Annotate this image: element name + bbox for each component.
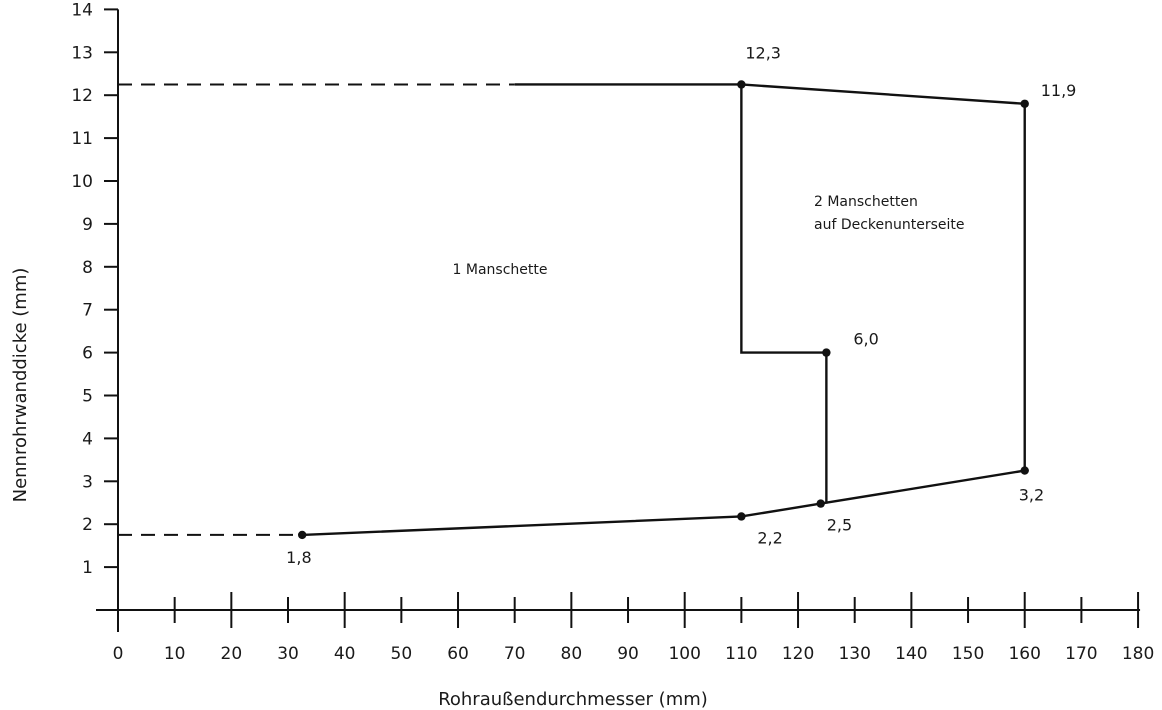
data-point-label: 12,3 [745, 43, 781, 62]
y-tick-label: 14 [71, 0, 93, 20]
data-point-label: 2,5 [827, 516, 852, 535]
boundary-line [302, 83, 1026, 537]
x-tick-label: 110 [725, 644, 757, 664]
data-point-label: 6,0 [853, 330, 878, 349]
data-point-label: 2,2 [757, 528, 782, 547]
y-tick-label: 11 [71, 129, 93, 149]
x-tick-label: 40 [334, 644, 356, 664]
x-axis-title: Rohraußendurchmesser (mm) [438, 689, 708, 710]
data-points: 12,3 11,9 6,0 3,2 2,5 2,2 1,8 [286, 43, 1076, 566]
data-point [1020, 99, 1029, 108]
y-tick-label: 1 [82, 558, 93, 578]
y-tick-label: 7 [82, 301, 93, 321]
data-point-label: 3,2 [1019, 486, 1044, 505]
x-tick-label: 160 [1008, 644, 1040, 664]
y-tick-label: 2 [82, 515, 93, 535]
x-tick-label: 70 [504, 644, 526, 664]
x-tick-label: 50 [391, 644, 413, 664]
x-tick-label: 130 [838, 644, 870, 664]
y-tick-label: 8 [82, 258, 93, 278]
x-tick-label: 0 [113, 644, 124, 664]
y-tick-label: 13 [71, 43, 93, 63]
boundary-line [740, 84, 828, 504]
x-tick-label: 80 [561, 644, 583, 664]
boundary-lines [302, 83, 1026, 537]
data-point [1020, 466, 1029, 475]
data-point [297, 530, 307, 540]
region-label-single: 1 Manschette [453, 262, 548, 278]
x-tick-label: 60 [447, 644, 469, 664]
y-tick-label: 9 [82, 215, 93, 235]
x-tick-label: 90 [617, 644, 639, 664]
x-tick-label: 140 [895, 644, 927, 664]
y-tick-label: 6 [82, 344, 93, 364]
region-label-double-line2: auf Deckenunterseite [814, 217, 965, 233]
data-point [816, 499, 825, 508]
x-tick-label: 120 [782, 644, 814, 664]
x-tick-label: 180 [1122, 644, 1154, 664]
axes [96, 9, 1141, 632]
x-tick-label: 10 [164, 644, 186, 664]
x-tick-label: 170 [1065, 644, 1097, 664]
y-tick-label: 4 [82, 429, 93, 449]
dashed-extensions [118, 83, 515, 536]
x-tick-label: 150 [952, 644, 984, 664]
y-tick-label: 5 [82, 387, 93, 407]
y-axis-title: Nennrohrwanddicke (mm) [10, 268, 31, 503]
region-label-double-line1: 2 Manschetten [814, 194, 918, 210]
x-tick-label: 100 [668, 644, 700, 664]
x-tick-label: 20 [221, 644, 243, 664]
x-axis-ticks: 0 10 20 30 40 50 60 70 80 90 100 110 120 130 140 150 160… [113, 592, 1154, 664]
data-point [822, 348, 831, 357]
y-tick-label: 12 [71, 86, 93, 106]
data-point-label: 11,9 [1041, 81, 1077, 100]
y-tick-label: 10 [71, 172, 93, 192]
y-tick-label: 3 [82, 472, 93, 492]
data-point [737, 80, 746, 89]
data-point [737, 512, 746, 521]
x-tick-label: 30 [277, 644, 299, 664]
data-point-label: 1,8 [286, 548, 311, 567]
